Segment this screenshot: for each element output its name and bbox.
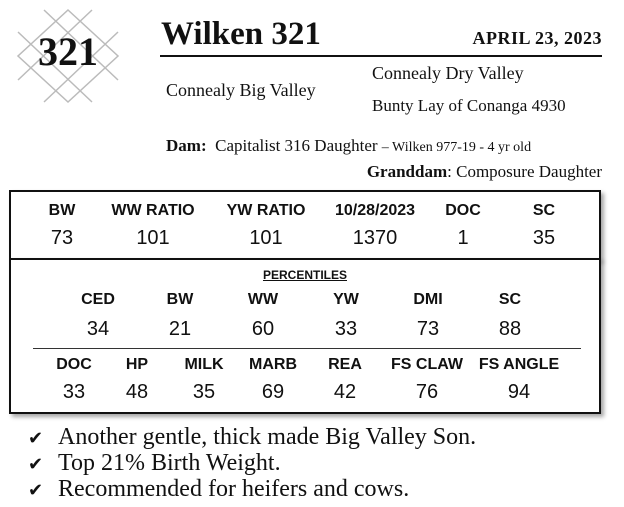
percentile-value: 60 (251, 318, 275, 340)
dam-line: Dam: Capitalist 316 Daughter – Wilken 97… (166, 136, 532, 155)
percentile-value: 33 (334, 318, 358, 340)
lot-number: 321 (38, 29, 98, 74)
percentile-value: 35 (192, 381, 216, 403)
percentile-value: 48 (125, 381, 149, 403)
measure-value: 1370 (352, 227, 398, 249)
sale-date: APRIL 23, 2023 (472, 28, 602, 48)
measure-value: 101 (136, 227, 170, 249)
dam-label: Dam (166, 136, 201, 155)
comment-item: ✔ Another gentle, thick made Big Valley S… (28, 424, 476, 450)
measure-header: DOC (445, 202, 481, 219)
dam-name: Capitalist 316 Daughter (215, 136, 378, 155)
percentile-header: REA (328, 356, 362, 373)
measure-header: YW RATIO (226, 202, 306, 219)
percentile-value: 21 (168, 318, 192, 340)
comment-item: ✔ Recommended for heifers and cows. (28, 476, 476, 502)
percentile-value: 42 (333, 381, 357, 403)
percentile-value: 76 (415, 381, 439, 403)
comment-text: Another gentle, thick made Big Valley So… (58, 424, 477, 450)
header-divider (160, 55, 602, 57)
measure-header: BW (48, 202, 76, 219)
percentile-value: 69 (261, 381, 285, 403)
checkmark-icon: ✔ (28, 454, 44, 475)
percentile-value: 94 (507, 381, 531, 403)
bull-name: Wilken 321 (161, 16, 321, 52)
percentile-value: 34 (86, 318, 110, 340)
measure-header: WW RATIO (111, 202, 195, 219)
percentile-header: DOC (56, 356, 92, 373)
percentiles-title: PERCENTILES (262, 268, 347, 282)
measure-value: 73 (50, 227, 74, 249)
percentile-header: BW (166, 291, 194, 308)
percentile-header: FS ANGLE (478, 356, 560, 373)
percentile-header: DMI (413, 291, 443, 308)
checkmark-icon: ✔ (28, 428, 44, 449)
percentiles-box: PERCENTILES CED BW WW YW DMI SC 34 21 60… (9, 258, 601, 414)
checkmark-icon: ✔ (28, 480, 44, 501)
diamond-lattice-icon (16, 8, 120, 104)
sire-dam: Bunty Lay of Conanga 4930 (372, 96, 566, 115)
measurements-box: BW WW RATIO YW RATIO 10/28/2023 DOC SC 7… (9, 190, 601, 260)
percentile-value: 73 (416, 318, 440, 340)
measure-header: 10/28/2023 (334, 202, 416, 219)
percentile-header: CED (81, 291, 115, 308)
percentile-header: MARB (249, 356, 297, 373)
comment-text: Top 21% Birth Weight. (58, 450, 281, 476)
comments-list: ✔ Another gentle, thick made Big Valley S… (28, 424, 476, 502)
measure-value: 101 (249, 227, 283, 249)
sire-sire: Connealy Dry Valley (372, 63, 524, 83)
percentile-value: 33 (62, 381, 86, 403)
percentile-header: WW (247, 291, 279, 308)
percentiles-divider (33, 348, 581, 349)
percentile-value: 88 (498, 318, 522, 340)
percentile-header: SC (498, 291, 522, 308)
measure-value: 35 (532, 227, 556, 249)
percentile-header: FS CLAW (391, 356, 463, 373)
dam-detail: – Wilken 977-19 - 4 yr old (381, 140, 532, 155)
comment-text: Recommended for heifers and cows. (58, 476, 410, 502)
granddam-name: Composure Daughter (456, 162, 602, 181)
percentile-header: MILK (184, 356, 224, 373)
percentile-header: YW (333, 291, 359, 308)
percentile-header: HP (125, 356, 149, 373)
lot-badge: 321 (14, 8, 122, 104)
granddam-label: Granddam (366, 162, 448, 181)
sire: Connealy Big Valley (166, 80, 316, 100)
comment-item: ✔ Top 21% Birth Weight. (28, 450, 476, 476)
measure-value: 1 (457, 227, 469, 249)
measure-header: SC (532, 202, 556, 219)
granddam-line: Granddam: Composure Daughter (366, 162, 602, 181)
